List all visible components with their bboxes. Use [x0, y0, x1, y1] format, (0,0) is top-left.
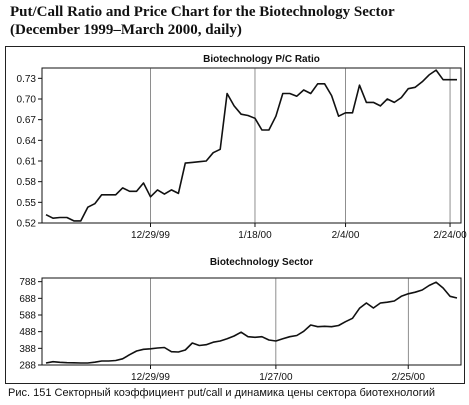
pc-ratio-y-tick-label: 0.64 [17, 136, 37, 147]
pc-ratio-x-tick-label: 12/29/99 [131, 230, 170, 241]
figure-title: Put/Call Ratio and Price Chart for the B… [10, 4, 395, 20]
sector-x-tick-label: 1/27/00 [259, 372, 293, 383]
pc-ratio-chart-title: Biotechnology P/C Ratio [203, 54, 320, 65]
sector-x-tick-label: 2/25/00 [392, 372, 426, 383]
sector-x-tick-label: 12/29/99 [131, 372, 170, 383]
figure-subtitle: (December 1999–March 2000, daily) [10, 22, 242, 38]
pc-ratio-x-tick-label: 2/24/00 [433, 230, 467, 241]
pc-ratio-x-tick-label: 2/4/00 [332, 230, 360, 241]
figure-frame [5, 46, 465, 384]
pc-ratio-y-tick-label: 0.67 [17, 115, 37, 126]
pc-ratio-y-tick-label: 0.61 [17, 157, 37, 168]
pc-ratio-x-tick-label: 1/18/00 [238, 230, 272, 241]
pc-ratio-y-tick-label: 0.58 [17, 177, 37, 188]
pc-ratio-plot-area [41, 67, 462, 224]
sector-chart-title: Biotechnology Sector [210, 257, 313, 268]
figure-caption: Рис. 151 Секторный коэффициент put/call … [8, 387, 436, 399]
sector-y-tick-label: 688 [19, 294, 36, 305]
pc-ratio-series-line [45, 69, 457, 222]
pc-ratio-y-tick-label: 0.70 [17, 95, 37, 106]
sector-plot-area [41, 277, 462, 366]
sector-y-tick-label: 488 [19, 327, 36, 338]
sector-y-tick-label: 788 [19, 277, 36, 288]
pc-ratio-y-tick-label: 0.73 [17, 74, 37, 85]
pc-ratio-y-tick-label: 0.52 [17, 219, 37, 230]
pc-ratio-y-tick-label: 0.55 [17, 198, 37, 209]
sector-y-tick-label: 588 [19, 311, 36, 322]
sector-series-line [45, 281, 458, 364]
sector-y-tick-label: 388 [19, 344, 36, 355]
sector-y-tick-label: 288 [19, 361, 36, 372]
